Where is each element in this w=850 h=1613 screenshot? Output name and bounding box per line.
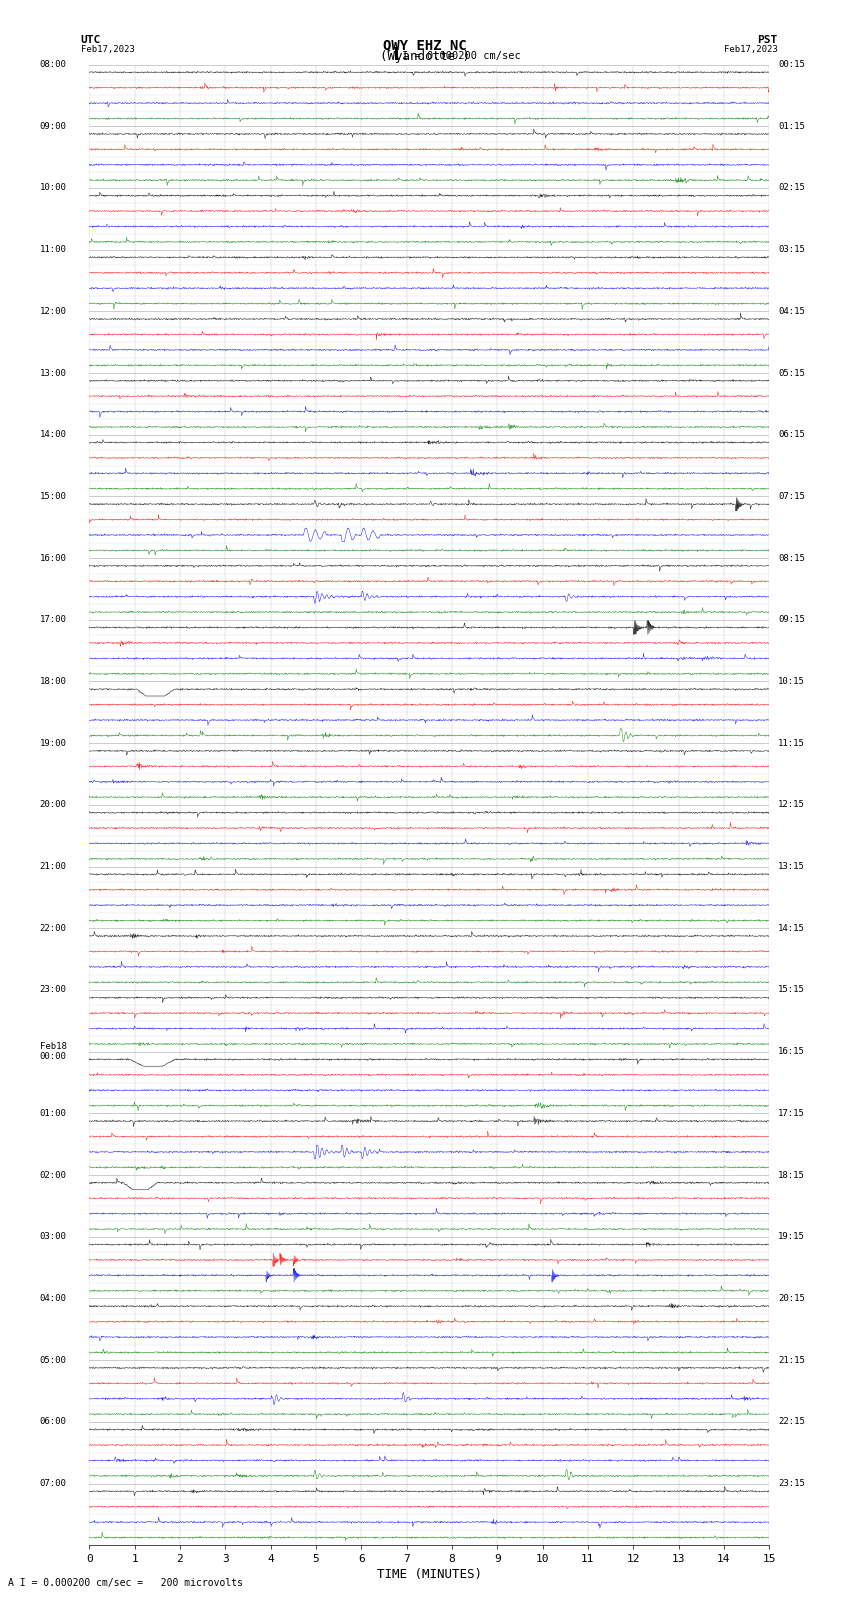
Text: (Wyandotte ): (Wyandotte ) [380, 50, 470, 63]
Text: 17:15: 17:15 [779, 1108, 805, 1118]
Text: QWY EHZ NC: QWY EHZ NC [383, 39, 467, 53]
Text: Feb17,2023: Feb17,2023 [81, 45, 134, 55]
Text: 10:15: 10:15 [779, 677, 805, 686]
Text: 19:15: 19:15 [779, 1232, 805, 1242]
Text: 05:00: 05:00 [40, 1355, 66, 1365]
Text: 02:00: 02:00 [40, 1171, 66, 1179]
Text: PST: PST [757, 35, 778, 45]
Text: 20:00: 20:00 [40, 800, 66, 810]
Text: 01:00: 01:00 [40, 1108, 66, 1118]
Text: 16:15: 16:15 [779, 1047, 805, 1057]
X-axis label: TIME (MINUTES): TIME (MINUTES) [377, 1568, 482, 1581]
Text: 21:15: 21:15 [779, 1355, 805, 1365]
Text: 04:00: 04:00 [40, 1294, 66, 1303]
Text: A I = 0.000200 cm/sec =   200 microvolts: A I = 0.000200 cm/sec = 200 microvolts [8, 1578, 243, 1587]
Text: 00:15: 00:15 [779, 60, 805, 69]
Text: 09:15: 09:15 [779, 615, 805, 624]
Text: 14:15: 14:15 [779, 924, 805, 932]
Text: 03:00: 03:00 [40, 1232, 66, 1242]
Text: UTC: UTC [81, 35, 101, 45]
Text: 06:15: 06:15 [779, 431, 805, 439]
Text: Feb17,2023: Feb17,2023 [724, 45, 778, 55]
Text: 18:00: 18:00 [40, 677, 66, 686]
Text: 19:00: 19:00 [40, 739, 66, 748]
Text: 12:15: 12:15 [779, 800, 805, 810]
Text: 07:00: 07:00 [40, 1479, 66, 1489]
Text: 10:00: 10:00 [40, 184, 66, 192]
Text: 15:15: 15:15 [779, 986, 805, 995]
Text: 12:00: 12:00 [40, 306, 66, 316]
Text: 04:15: 04:15 [779, 306, 805, 316]
Text: 07:15: 07:15 [779, 492, 805, 502]
Text: 11:15: 11:15 [779, 739, 805, 748]
Text: 09:00: 09:00 [40, 121, 66, 131]
Text: 23:15: 23:15 [779, 1479, 805, 1489]
Text: Feb18
00:00: Feb18 00:00 [40, 1042, 66, 1061]
Text: 08:00: 08:00 [40, 60, 66, 69]
Text: 11:00: 11:00 [40, 245, 66, 255]
Text: 16:00: 16:00 [40, 553, 66, 563]
Text: 23:00: 23:00 [40, 986, 66, 995]
Text: 20:15: 20:15 [779, 1294, 805, 1303]
Text: 13:15: 13:15 [779, 861, 805, 871]
Text: 15:00: 15:00 [40, 492, 66, 502]
Text: 02:15: 02:15 [779, 184, 805, 192]
Text: 06:00: 06:00 [40, 1418, 66, 1426]
Text: 18:15: 18:15 [779, 1171, 805, 1179]
Text: 21:00: 21:00 [40, 861, 66, 871]
Text: I = 0.000200 cm/sec: I = 0.000200 cm/sec [402, 52, 521, 61]
Text: 22:00: 22:00 [40, 924, 66, 932]
Text: 01:15: 01:15 [779, 121, 805, 131]
Text: 14:00: 14:00 [40, 431, 66, 439]
Text: 13:00: 13:00 [40, 368, 66, 377]
Text: 22:15: 22:15 [779, 1418, 805, 1426]
Text: 05:15: 05:15 [779, 368, 805, 377]
Text: 08:15: 08:15 [779, 553, 805, 563]
Text: 17:00: 17:00 [40, 615, 66, 624]
Text: 03:15: 03:15 [779, 245, 805, 255]
